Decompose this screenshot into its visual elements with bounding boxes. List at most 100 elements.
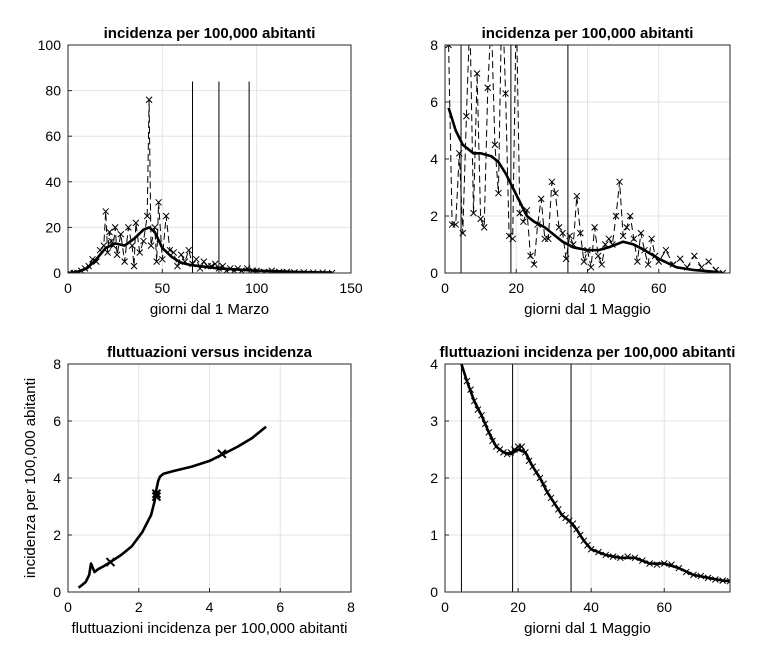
data-point-marker — [452, 221, 460, 228]
chart-tr: 0 20 40 60 0 2 4 6 8 incidenza per 100,000 abitan… — [430, 0, 731, 318]
data-point-marker — [140, 237, 147, 245]
y-tick-label: 0 — [53, 584, 61, 600]
data-point-marker — [691, 252, 698, 260]
y-tick-label: 4 — [430, 151, 438, 167]
data-point-marker — [480, 224, 488, 231]
data-point-marker — [147, 242, 155, 249]
data-point-marker — [104, 249, 111, 256]
data-point-marker — [634, 258, 641, 265]
axes-box — [444, 363, 731, 593]
x-tick-label: 4 — [206, 599, 214, 615]
x-tick-label: 0 — [64, 280, 72, 296]
data-point-marker — [484, 84, 492, 92]
data-point-marker — [630, 235, 638, 243]
data-point-marker — [644, 261, 652, 268]
y-tick-label: 1 — [430, 527, 438, 543]
x-tick-label: 0 — [441, 599, 449, 615]
data-point-marker — [705, 258, 712, 265]
data-point-marker — [467, 14, 473, 20]
data-point-marker — [530, 261, 538, 268]
data-point-marker — [548, 178, 556, 186]
y-tick-label: 4 — [430, 356, 438, 372]
plot-area-br — [460, 364, 730, 592]
x-axis-label: giorni dal 1 Maggio — [524, 620, 651, 637]
data-point-marker — [151, 488, 162, 499]
data-point-marker — [605, 235, 613, 243]
axes-box — [67, 363, 352, 593]
y-tick-label: 20 — [45, 219, 61, 235]
x-tick-label: 0 — [441, 280, 449, 296]
data-point-marker — [125, 224, 132, 231]
data-point-marker — [170, 249, 178, 256]
x-tick-label: 6 — [276, 599, 284, 615]
data-point-marker — [516, 209, 524, 217]
data-point-marker — [132, 219, 140, 227]
data-point-marker — [559, 229, 566, 237]
data-point-marker — [513, 0, 519, 5]
data-point-marker — [459, 229, 467, 237]
data-point-marker — [130, 262, 138, 270]
data-point-marker — [580, 258, 588, 265]
plot-area-tr — [445, 0, 727, 273]
data-point-marker — [491, 141, 499, 149]
y-tick-label: 0 — [430, 584, 438, 600]
data-point-marker — [445, 45, 452, 49]
data-point-marker — [591, 224, 598, 231]
series-line-bl-0 — [77, 425, 267, 589]
data-point-marker — [587, 263, 595, 271]
data-point-marker — [106, 228, 113, 236]
data-point-marker — [566, 232, 574, 240]
data-point-marker — [509, 235, 517, 243]
x-tick-label: 2 — [135, 599, 143, 615]
x-tick-label: 0 — [64, 599, 72, 615]
data-point-marker — [177, 251, 185, 259]
data-point-marker — [520, 218, 527, 226]
data-point-marker — [211, 260, 219, 268]
data-point-marker — [143, 212, 151, 220]
data-point-marker — [573, 192, 581, 200]
data-point-marker — [128, 242, 136, 249]
chart-tl: 0 50 100 150 0 20 40 60 80 100 incidenza per 100,0… — [38, 25, 363, 318]
data-point-marker — [676, 255, 684, 263]
data-point-marker — [158, 255, 166, 263]
data-point-marker — [505, 232, 513, 240]
data-point-marker — [185, 246, 193, 254]
x-tick-label: 50 — [155, 280, 171, 296]
chart-title: incidenza per 100,000 abitanti — [104, 25, 316, 42]
x-tick-label: 100 — [245, 280, 269, 296]
data-point-marker — [111, 224, 119, 231]
data-point-marker — [162, 212, 170, 220]
data-point-marker — [537, 195, 545, 203]
plot-area-bl — [77, 425, 267, 589]
data-point-marker — [470, 209, 477, 217]
y-tick-label: 80 — [45, 83, 61, 99]
y-tick-label: 0 — [430, 265, 438, 281]
data-point-marker — [473, 70, 481, 77]
x-tick-label: 20 — [510, 599, 526, 615]
y-tick-label: 60 — [45, 128, 61, 144]
y-tick-label: 0 — [53, 265, 61, 281]
data-point-marker — [594, 252, 602, 260]
data-point-marker — [192, 255, 200, 263]
data-point-marker — [648, 235, 655, 243]
y-tick-label: 2 — [53, 527, 61, 543]
data-point-marker — [562, 255, 570, 263]
chart-title: fluttuazioni incidenza per 100,000 abita… — [440, 344, 736, 361]
plot-area-tl — [68, 81, 336, 273]
data-point-marker — [518, 443, 526, 451]
data-point-marker — [495, 189, 502, 197]
chart-bl: 0 2 4 6 8 0 2 4 6 8 fluttuazioni versus incidenza f… — [22, 344, 355, 637]
series-line-br-1 — [460, 364, 730, 583]
data-point-marker — [200, 258, 208, 265]
y-tick-label: 100 — [38, 37, 62, 53]
data-point-marker — [612, 212, 620, 220]
data-point-marker — [662, 246, 670, 254]
chart-title: fluttuazioni versus incidenza — [107, 344, 313, 361]
data-point-marker — [328, 269, 336, 273]
x-axis-label: giorni dal 1 Maggio — [524, 301, 651, 318]
axes-box — [67, 44, 352, 274]
data-point-marker — [719, 269, 727, 273]
chart-title: incidenza per 100,000 abitanti — [482, 25, 694, 42]
data-point-marker — [488, 14, 494, 20]
y-tick-label: 8 — [430, 37, 438, 53]
